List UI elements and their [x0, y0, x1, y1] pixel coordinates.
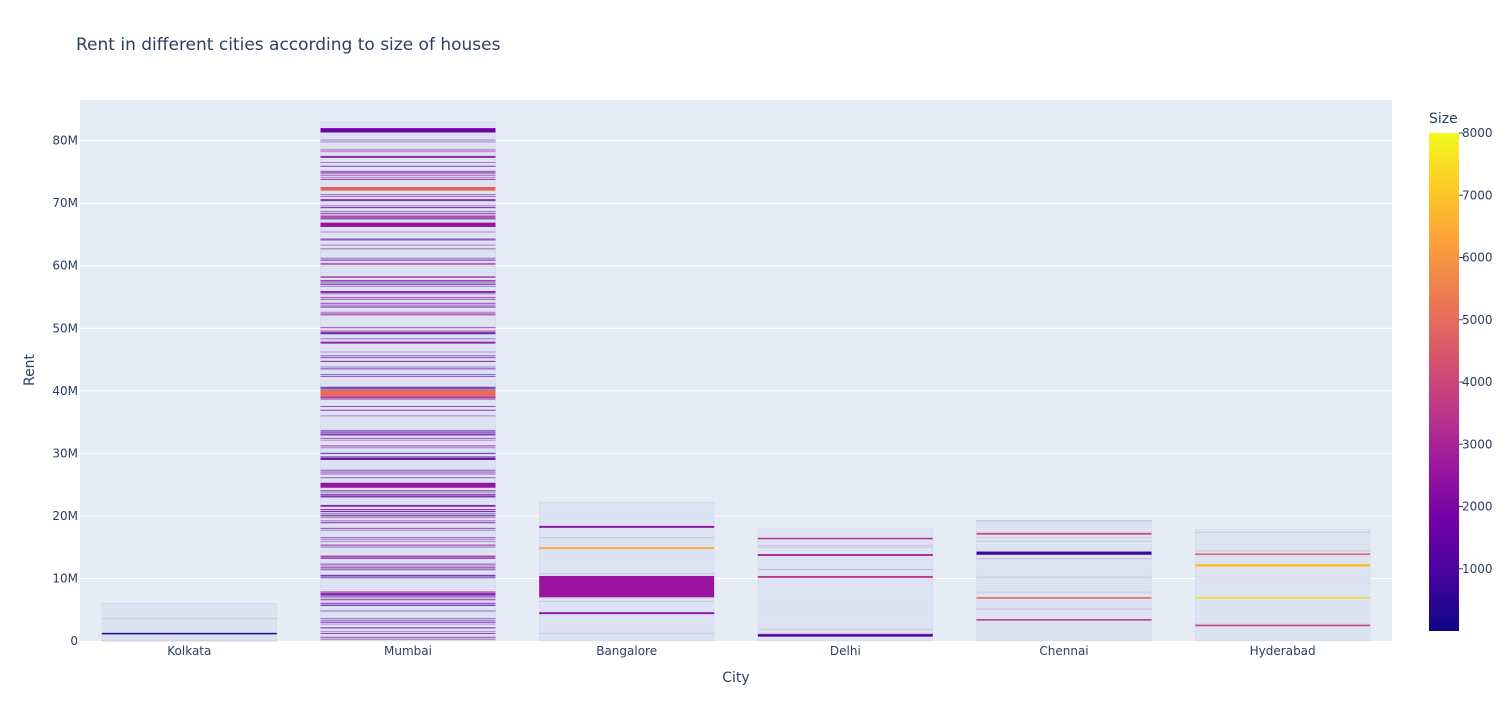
y-tick-label: 20M	[52, 509, 78, 523]
colorbar-tick-label: 4000	[1462, 375, 1493, 389]
bar-segment[interactable]	[976, 532, 1152, 535]
bar-segment[interactable]	[1195, 597, 1371, 599]
bar-mumbai[interactable]	[320, 121, 496, 642]
bar-segment[interactable]	[539, 525, 715, 528]
bar-body	[101, 603, 278, 642]
y-tick-label: 70M	[52, 196, 78, 210]
x-tick-labels: Kolkata Mumbai Bangalore Delhi Chennai Hydera…	[167, 644, 1315, 658]
bar-body	[1194, 529, 1371, 642]
y-axis-title: Rent	[22, 353, 38, 386]
colorbar: Size 1000 2000 3000 4000 5000 6000 7000 8000	[1429, 111, 1493, 631]
y-tick-label: 0	[70, 634, 78, 648]
bar-bangalore[interactable]	[538, 501, 715, 642]
y-tick-label: 40M	[52, 384, 78, 398]
colorbar-tick-label: 1000	[1462, 562, 1493, 576]
bar-body	[320, 121, 496, 642]
x-tick-label: Chennai	[1039, 644, 1088, 658]
gridlines	[80, 140, 1392, 579]
x-axis-title: City	[722, 670, 749, 686]
bar-hyderabad[interactable]	[1194, 529, 1371, 642]
y-tick-label: 50M	[52, 321, 78, 335]
bar-segment[interactable]	[1195, 553, 1371, 555]
bar-segment[interactable]	[320, 222, 496, 227]
x-tick-label: Delhi	[830, 644, 861, 658]
colorbar-tick-label: 5000	[1462, 313, 1493, 327]
y-tick-label: 60M	[52, 259, 78, 273]
bar-segment[interactable]	[976, 619, 1152, 621]
x-tick-label: Mumbai	[384, 644, 432, 658]
bar-segment[interactable]	[320, 186, 496, 191]
bar-body	[757, 528, 934, 642]
chart-title: Rent in different cities according to si…	[76, 35, 501, 55]
colorbar-tick-label: 6000	[1462, 251, 1493, 265]
bar-segment[interactable]	[976, 551, 1152, 555]
y-tick-labels: 0 10M 20M 30M 40M 50M 60M 70M 80M	[52, 134, 78, 648]
bar-segment[interactable]	[320, 389, 496, 397]
bar-chennai[interactable]	[976, 520, 1152, 642]
bar-segment[interactable]	[757, 575, 933, 578]
bar-segment[interactable]	[757, 634, 933, 637]
x-tick-label: Hyderabad	[1250, 644, 1316, 658]
bar-body	[538, 501, 715, 642]
plot-background	[80, 100, 1392, 641]
bar-segment[interactable]	[320, 482, 496, 488]
bar-segment[interactable]	[1195, 564, 1371, 567]
y-tick-label: 30M	[52, 446, 78, 460]
colorbar-ticks: 1000 2000 3000 4000 5000 6000 7000 8000	[1459, 126, 1493, 576]
bar-segment[interactable]	[101, 632, 277, 635]
bar-segment[interactable]	[539, 575, 715, 598]
bar-delhi[interactable]	[757, 528, 934, 642]
bar-body	[976, 520, 1152, 642]
x-tick-label: Kolkata	[167, 644, 211, 658]
bar-segment[interactable]	[539, 547, 715, 550]
colorbar-tick-label: 7000	[1462, 188, 1493, 202]
bar-segment[interactable]	[1195, 624, 1371, 627]
y-tick-label: 10M	[52, 571, 78, 585]
bar-kolkata[interactable]	[101, 603, 278, 642]
bar-segment[interactable]	[539, 612, 715, 615]
y-tick-label: 80M	[52, 134, 78, 148]
bar-segment[interactable]	[320, 128, 496, 133]
bars	[101, 121, 1371, 642]
bar-segment[interactable]	[757, 554, 933, 556]
bar-segment[interactable]	[976, 597, 1152, 599]
colorbar-gradient	[1429, 133, 1459, 631]
colorbar-tick-label: 3000	[1462, 437, 1493, 451]
colorbar-tick-label: 8000	[1462, 126, 1493, 140]
bar-segment[interactable]	[757, 537, 933, 540]
colorbar-tick-label: 2000	[1462, 500, 1493, 514]
x-tick-label: Bangalore	[596, 644, 657, 658]
colorbar-title: Size	[1429, 111, 1458, 127]
